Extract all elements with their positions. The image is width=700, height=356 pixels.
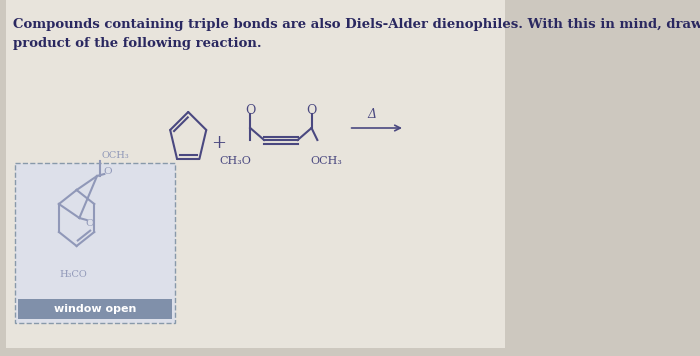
Text: O: O — [307, 104, 316, 116]
Text: H₃CO: H₃CO — [59, 270, 87, 279]
Text: Δ: Δ — [368, 109, 377, 121]
Bar — [18, 299, 172, 319]
Text: O: O — [245, 104, 255, 116]
Text: O: O — [103, 167, 111, 176]
Text: window open: window open — [54, 304, 136, 314]
Text: +: + — [211, 134, 226, 152]
Text: Compounds containing triple bonds are also Diels-Alder dienophiles. With this in: Compounds containing triple bonds are al… — [13, 18, 700, 50]
Text: OCH₃: OCH₃ — [102, 152, 130, 161]
Text: OCH₃: OCH₃ — [310, 156, 342, 166]
Text: CH₃O: CH₃O — [220, 156, 251, 166]
Text: O: O — [85, 219, 94, 227]
Bar — [15, 163, 175, 323]
